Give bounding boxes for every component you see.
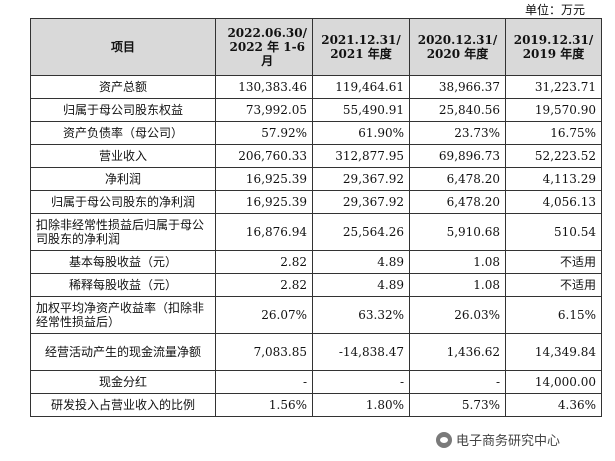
cell-value: 29,367.92 bbox=[312, 190, 410, 214]
table-row: 经营活动产生的现金流量净额 7,083.85 -14,838.47 1,436.… bbox=[30, 333, 602, 371]
header-item: 项目 bbox=[30, 18, 216, 76]
cell-value: 55,490.91 bbox=[312, 98, 410, 122]
table-row: 基本每股收益（元） 2.82 4.89 1.08 不适用 bbox=[30, 250, 602, 274]
row-label: 基本每股收益（元） bbox=[30, 250, 216, 274]
cell-value: 16.75% bbox=[505, 121, 602, 145]
cell-value: 6.15% bbox=[505, 296, 602, 334]
financial-table: 项目 2022.06.30/ 2022 年 1-6 月 2021.12.31/ … bbox=[30, 18, 602, 417]
cell-value: 130,383.46 bbox=[215, 75, 313, 99]
row-label: 稀释每股收益（元） bbox=[30, 273, 216, 297]
cell-value: 1.56% bbox=[215, 393, 313, 417]
cell-value: 4.89 bbox=[312, 273, 410, 297]
cell-value: 52,223.52 bbox=[505, 144, 602, 168]
cell-value: 1.08 bbox=[409, 250, 506, 274]
cell-value: 26.03% bbox=[409, 296, 506, 334]
row-label: 研发投入占营业收入的比例 bbox=[30, 393, 216, 417]
cell-value: 7,083.85 bbox=[215, 333, 313, 371]
table-row: 归属于母公司股东权益 73,992.05 55,490.91 25,840.56… bbox=[30, 98, 602, 122]
cell-value: 16,876.94 bbox=[215, 213, 313, 251]
header-period-text: 2022.06.30/ 2022 年 1-6 月 bbox=[227, 26, 307, 68]
table-row: 加权平均净资产收益率（扣除非经常性损益后） 26.07% 63.32% 26.0… bbox=[30, 296, 602, 334]
table-row: 研发投入占营业收入的比例 1.56% 1.80% 5.73% 4.36% bbox=[30, 393, 602, 417]
row-label: 加权平均净资产收益率（扣除非经常性损益后） bbox=[30, 296, 216, 334]
cell-value: 206,760.33 bbox=[215, 144, 313, 168]
cell-value: 31,223.71 bbox=[505, 75, 602, 99]
table-row: 归属于母公司股东的净利润 16,925.39 29,367.92 6,478.2… bbox=[30, 190, 602, 214]
header-period-text: 2021.12.31/ 2021 年度 bbox=[321, 33, 401, 61]
cell-value: 73,992.05 bbox=[215, 98, 313, 122]
cell-value: 14,349.84 bbox=[505, 333, 602, 371]
table-row: 现金分红 - - - 14,000.00 bbox=[30, 370, 602, 394]
cell-value: 69,896.73 bbox=[409, 144, 506, 168]
header-period-text: 2020.12.31/ 2020 年度 bbox=[417, 33, 498, 61]
cell-value: 29,367.92 bbox=[312, 167, 410, 191]
cell-value: 1.80% bbox=[312, 393, 410, 417]
table-row: 资产总额 130,383.46 119,464.61 38,966.37 31,… bbox=[30, 75, 602, 99]
table-row: 资产负债率（母公司） 57.92% 61.90% 23.73% 16.75% bbox=[30, 121, 602, 145]
cell-value: 312,877.95 bbox=[312, 144, 410, 168]
cell-value: 16,925.39 bbox=[215, 190, 313, 214]
header-period-2019: 2019.12.31/ 2019 年度 bbox=[505, 18, 602, 76]
cell-value: 5,910.68 bbox=[409, 213, 506, 251]
wechat-icon bbox=[436, 431, 452, 448]
cell-value: 119,464.61 bbox=[312, 75, 410, 99]
cell-value: 19,570.90 bbox=[505, 98, 602, 122]
cell-value: 4,056.13 bbox=[505, 190, 602, 214]
cell-value: - bbox=[409, 370, 506, 394]
cell-value: 16,925.39 bbox=[215, 167, 313, 191]
table-row: 营业收入 206,760.33 312,877.95 69,896.73 52,… bbox=[30, 144, 602, 168]
table-row: 净利润 16,925.39 29,367.92 6,478.20 4,113.2… bbox=[30, 167, 602, 191]
row-label: 营业收入 bbox=[30, 144, 216, 168]
row-label: 归属于母公司股东权益 bbox=[30, 98, 216, 122]
header-period-2022h1: 2022.06.30/ 2022 年 1-6 月 bbox=[215, 18, 313, 76]
row-label: 归属于母公司股东的净利润 bbox=[30, 190, 216, 214]
cell-value: 4,113.29 bbox=[505, 167, 602, 191]
cell-value: 38,966.37 bbox=[409, 75, 506, 99]
header-period-2021: 2021.12.31/ 2021 年度 bbox=[312, 18, 410, 76]
cell-value: 5.73% bbox=[409, 393, 506, 417]
cell-value: 23.73% bbox=[409, 121, 506, 145]
cell-value: 6,478.20 bbox=[409, 167, 506, 191]
cell-value: 不适用 bbox=[505, 250, 602, 274]
cell-value: 1.08 bbox=[409, 273, 506, 297]
cell-value: 6,478.20 bbox=[409, 190, 506, 214]
cell-value: 14,000.00 bbox=[505, 370, 602, 394]
unit-label: 单位：万元 bbox=[524, 3, 585, 17]
table-row: 稀释每股收益（元） 2.82 4.89 1.08 不适用 bbox=[30, 273, 602, 297]
row-label: 资产总额 bbox=[30, 75, 216, 99]
table-row: 扣除非经常性损益后归属于母公司股东的净利润 16,876.94 25,564.2… bbox=[30, 213, 602, 251]
row-label: 经营活动产生的现金流量净额 bbox=[30, 333, 216, 371]
cell-value: 25,564.26 bbox=[312, 213, 410, 251]
cell-value: 63.32% bbox=[312, 296, 410, 334]
cell-value: - bbox=[215, 370, 313, 394]
watermark-text: 电子商务研究中心 bbox=[456, 434, 561, 449]
cell-value: 61.90% bbox=[312, 121, 410, 145]
header-period-text: 2019.12.31/ 2019 年度 bbox=[513, 33, 594, 61]
row-label: 资产负债率（母公司） bbox=[30, 121, 216, 145]
cell-value: - bbox=[312, 370, 410, 394]
row-label: 现金分红 bbox=[30, 370, 216, 394]
cell-value: 不适用 bbox=[505, 273, 602, 297]
cell-value: 25,840.56 bbox=[409, 98, 506, 122]
header-period-2020: 2020.12.31/ 2020 年度 bbox=[409, 18, 506, 76]
cell-value: 57.92% bbox=[215, 121, 313, 145]
row-label: 净利润 bbox=[30, 167, 216, 191]
cell-value: -14,838.47 bbox=[312, 333, 410, 371]
header-row: 项目 2022.06.30/ 2022 年 1-6 月 2021.12.31/ … bbox=[30, 18, 602, 76]
cell-value: 2.82 bbox=[215, 250, 313, 274]
cell-value: 4.89 bbox=[312, 250, 410, 274]
cell-value: 4.36% bbox=[505, 393, 602, 417]
cell-value: 510.54 bbox=[505, 213, 602, 251]
row-label: 扣除非经常性损益后归属于母公司股东的净利润 bbox=[30, 213, 216, 251]
cell-value: 26.07% bbox=[215, 296, 313, 334]
cell-value: 2.82 bbox=[215, 273, 313, 297]
cell-value: 1,436.62 bbox=[409, 333, 506, 371]
watermark: 电子商务研究中心 bbox=[432, 428, 565, 451]
